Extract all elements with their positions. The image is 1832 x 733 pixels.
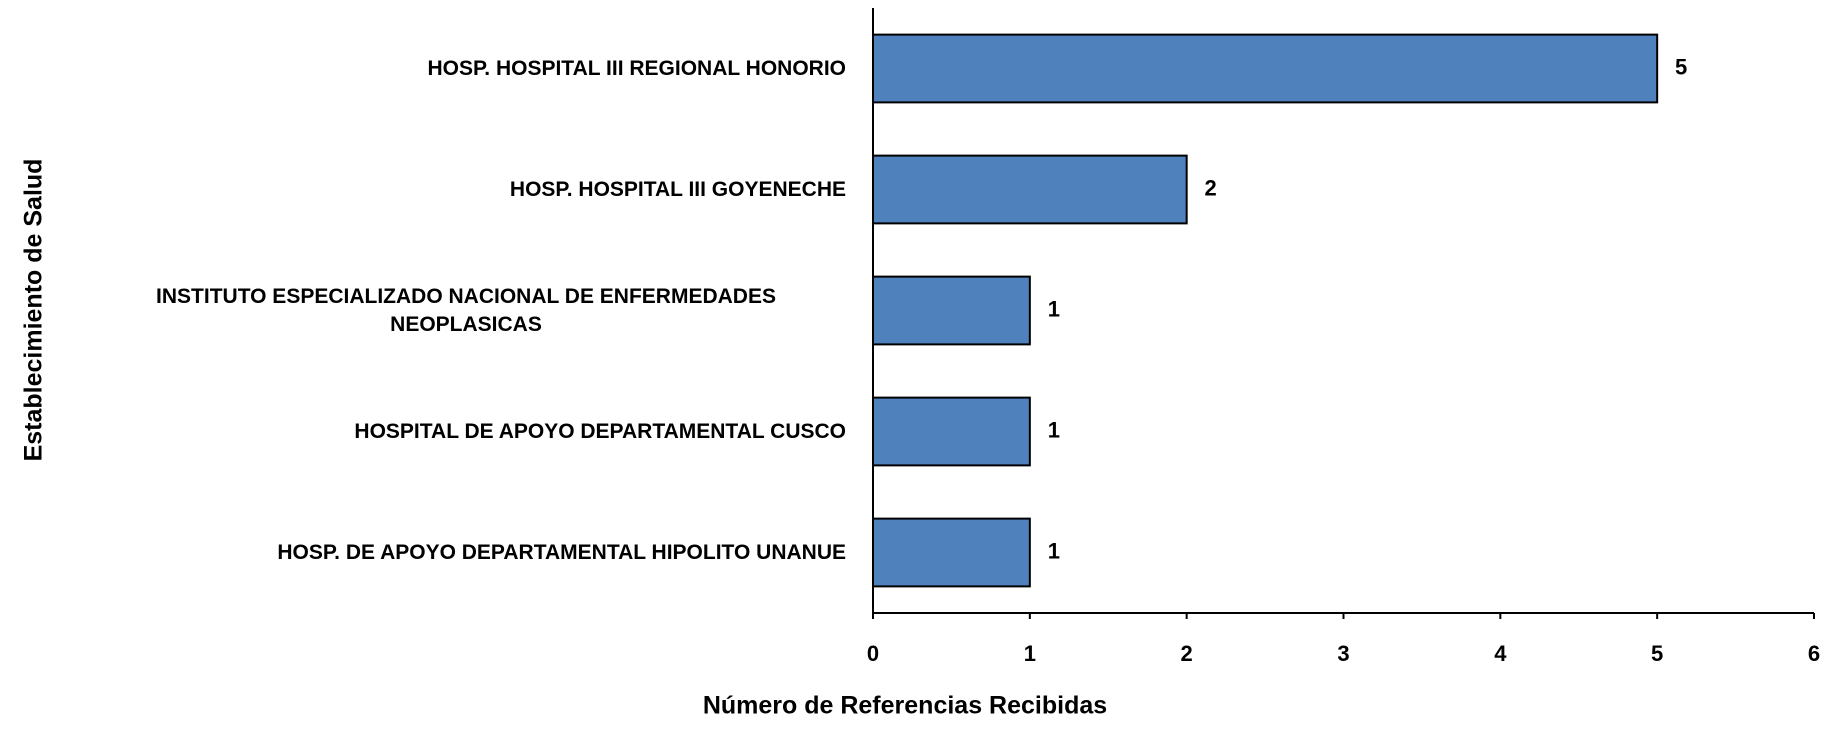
- x-tick-label: 1: [1024, 641, 1036, 666]
- x-tick-label: 5: [1651, 641, 1663, 666]
- x-tick-label: 6: [1808, 641, 1820, 666]
- x-axis-title: Número de Referencias Recibidas: [703, 692, 1107, 720]
- bar: [872, 33, 1659, 104]
- x-tick-label: 3: [1337, 641, 1349, 666]
- x-tick-label: 4: [1494, 641, 1507, 666]
- y-tick-label: HOSP. DE APOYO DEPARTAMENTAL HIPOLITO UN…: [277, 540, 846, 564]
- bar: [872, 517, 1031, 588]
- data-label: 1: [1048, 296, 1060, 321]
- y-tick-label: HOSP. HOSPITAL III REGIONAL HONORIO: [427, 56, 846, 80]
- y-axis-title: Establecimiento de Salud: [20, 159, 48, 462]
- data-label: 2: [1205, 175, 1217, 200]
- data-label: 1: [1048, 538, 1060, 563]
- bar: [872, 396, 1031, 467]
- y-tick-label: HOSP. HOSPITAL III GOYENECHE: [509, 177, 846, 201]
- y-tick-label: INSTITUTO ESPECIALIZADO NACIONAL DE ENFE…: [156, 284, 776, 336]
- data-label: 5: [1675, 54, 1687, 79]
- bar: [872, 275, 1031, 346]
- x-tick-label: 2: [1181, 641, 1193, 666]
- y-tick-label: HOSPITAL DE APOYO DEPARTAMENTAL CUSCO: [354, 419, 846, 443]
- x-tick-label: 0: [867, 641, 879, 666]
- bar: [872, 154, 1188, 225]
- data-label: 1: [1048, 417, 1060, 442]
